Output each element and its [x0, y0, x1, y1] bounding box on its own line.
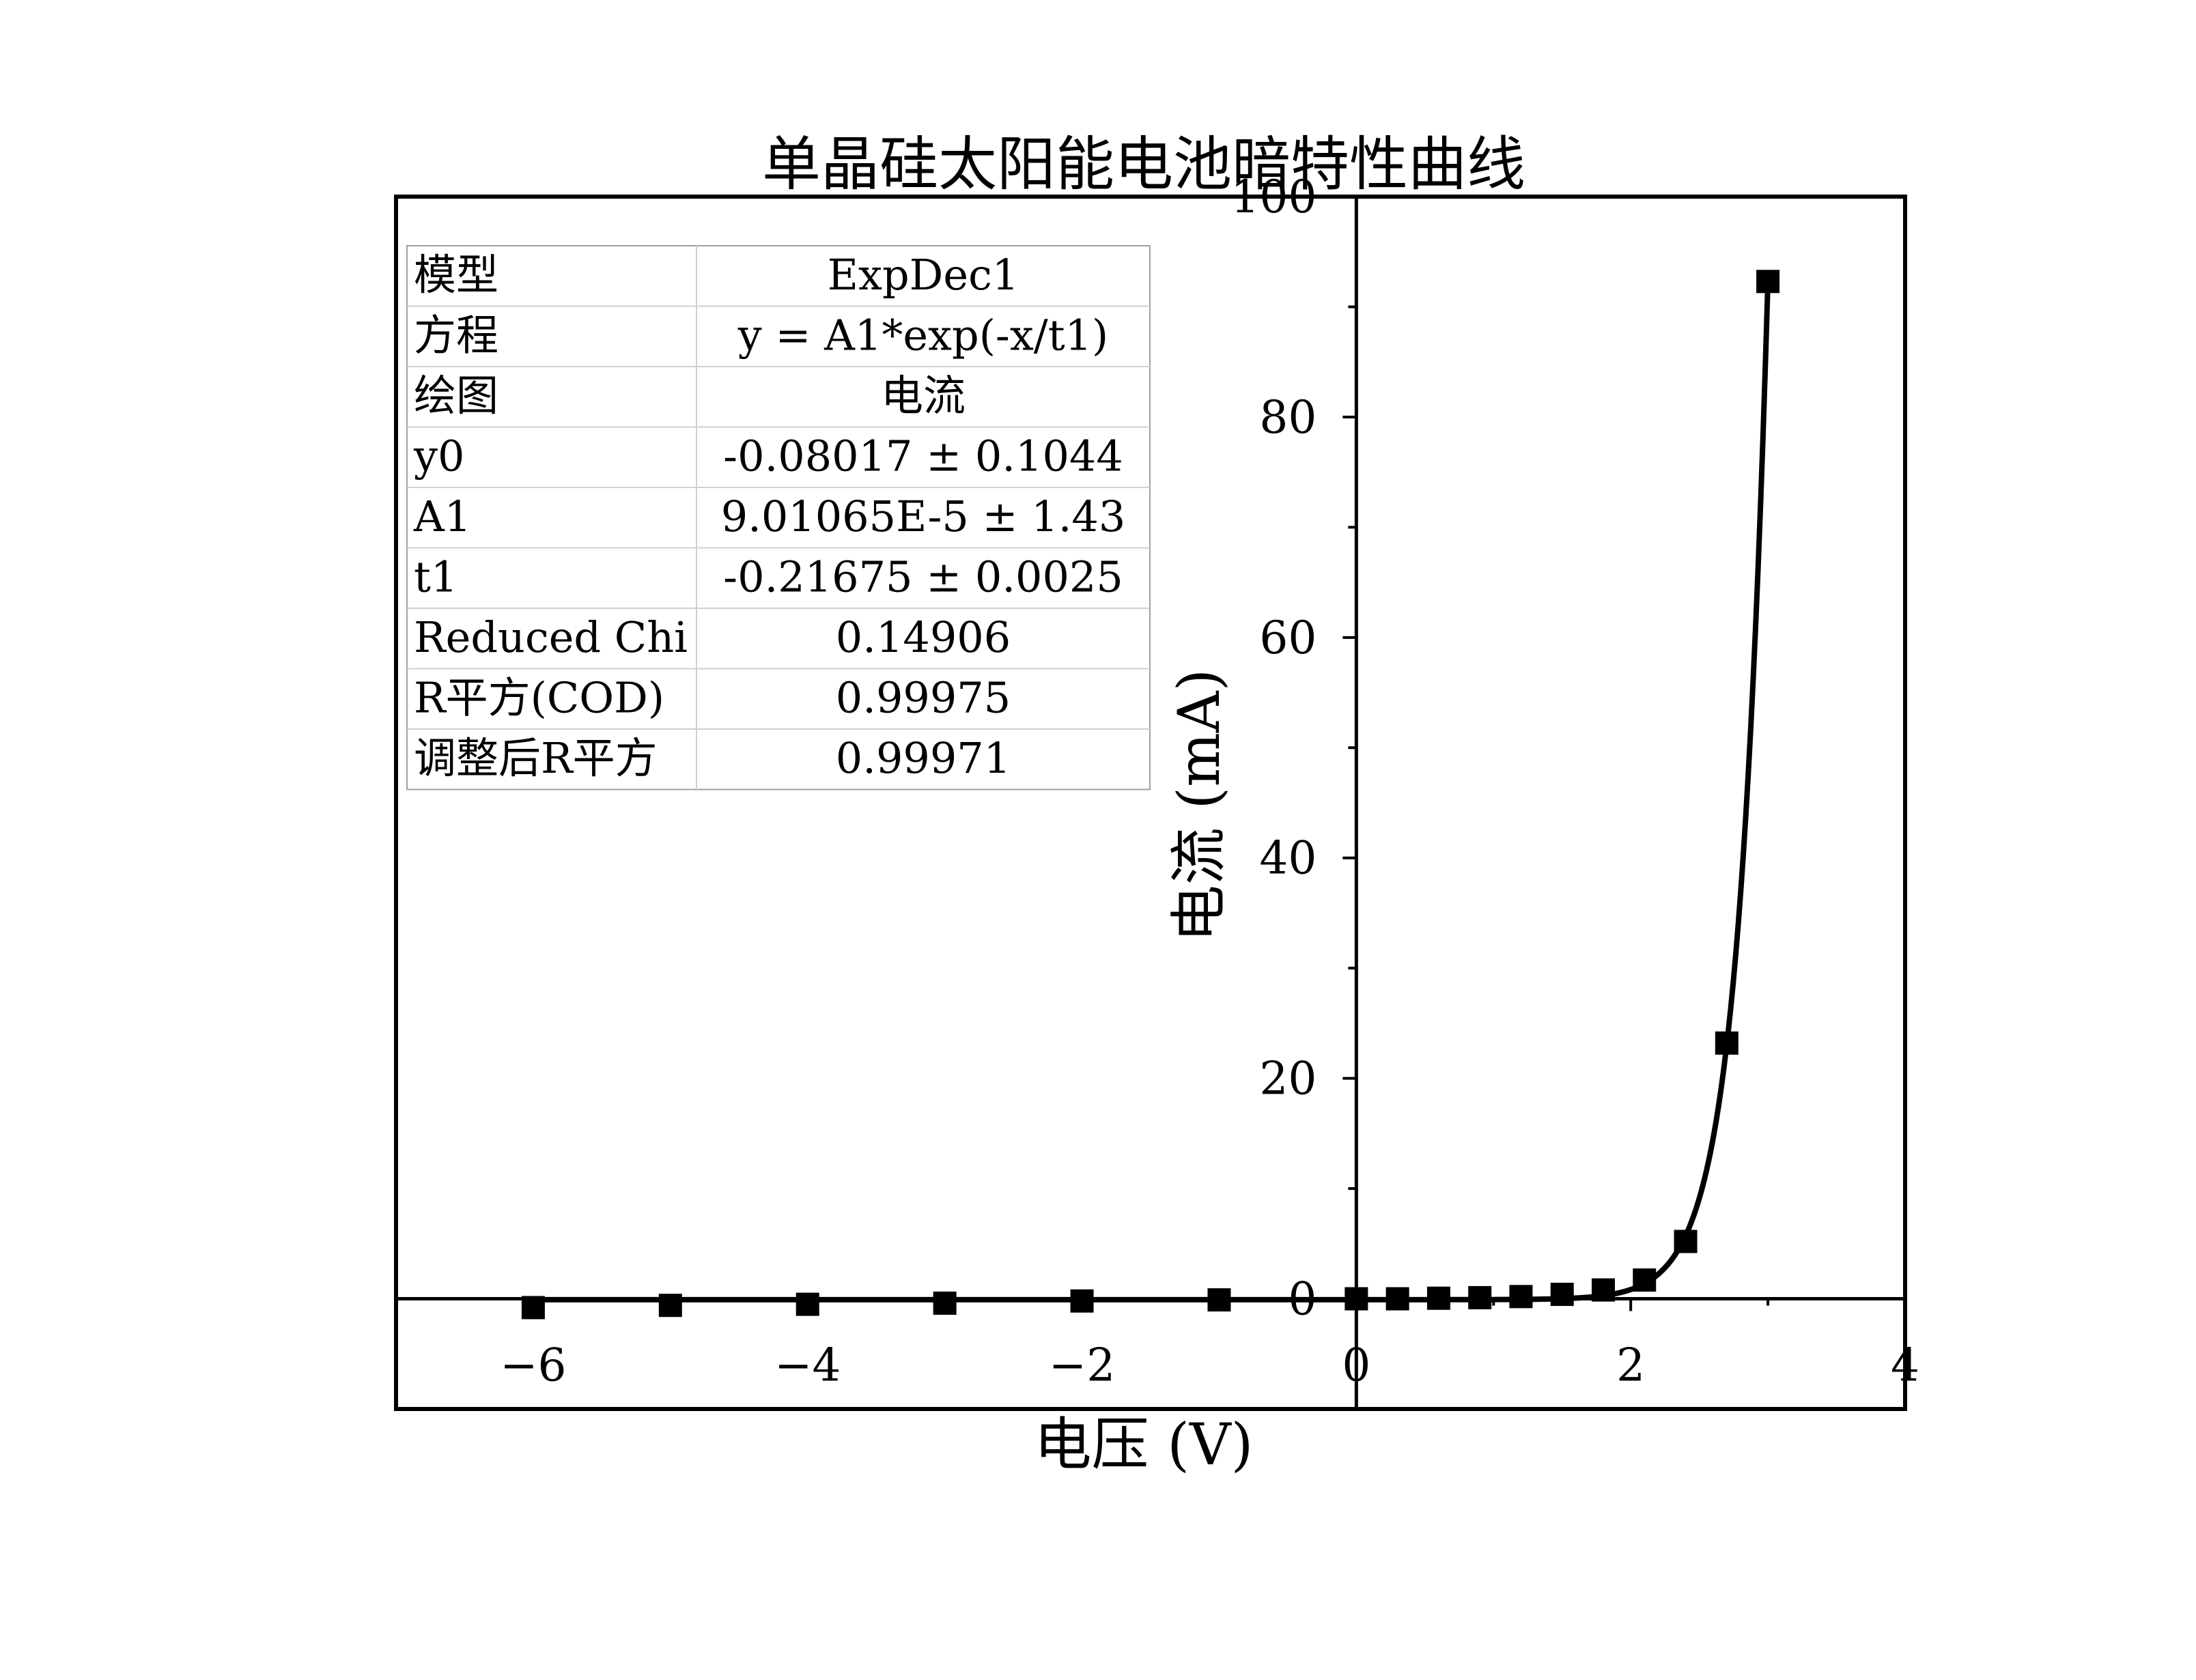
fit-table-frame — [406, 245, 1151, 791]
data-point — [1345, 1287, 1368, 1311]
x-tick-label: 0 — [1342, 1339, 1370, 1392]
chart-title: 单晶硅太阳能电池暗特性曲线 — [762, 130, 1525, 199]
fit-table-value: ExpDec1 — [828, 250, 1019, 300]
data-point — [1633, 1268, 1657, 1292]
data-point — [1756, 270, 1780, 294]
fit-table-key: 模型 — [414, 250, 498, 300]
data-point — [1385, 1287, 1409, 1311]
data-point — [933, 1292, 957, 1315]
data-point — [796, 1292, 819, 1316]
y-tick-label: 80 — [1259, 391, 1317, 444]
data-point — [1468, 1285, 1492, 1309]
x-tick-label: 4 — [1891, 1339, 1919, 1392]
x-tick-label: 2 — [1616, 1339, 1645, 1392]
fit-table-value: y = A1*exp(-x/t1) — [737, 311, 1109, 360]
x-tick-label: −6 — [500, 1339, 566, 1392]
fit-table-key: y0 — [413, 431, 464, 481]
fit-table-value: 0.99975 — [836, 673, 1011, 723]
fit-table-value: 0.14906 — [836, 612, 1011, 662]
x-axis-label: 电压 (V) — [1034, 1411, 1254, 1478]
plot-frame — [394, 195, 1907, 1411]
data-point — [658, 1294, 682, 1318]
data-point — [1674, 1229, 1698, 1253]
data-point — [521, 1296, 545, 1320]
y-tick-label: 100 — [1230, 171, 1317, 223]
data-point — [1550, 1283, 1574, 1307]
data-point — [1207, 1288, 1231, 1312]
fit-table: 模型 ExpDec1 方程 y = A1*exp(-x/t1) 绘图 电流 y0 -0.080… — [406, 245, 1151, 791]
fit-table-value: 0.99971 — [836, 733, 1011, 783]
y-tick-label: 40 — [1259, 832, 1317, 885]
data-point — [1426, 1286, 1450, 1310]
data-points — [521, 270, 1780, 1320]
fit-table-key: A1 — [413, 492, 471, 541]
x-tick-label: −2 — [1049, 1339, 1115, 1392]
fit-table-key: 方程 — [414, 311, 498, 360]
x-tick-label: −4 — [774, 1339, 841, 1392]
fit-table-value: -0.08017 ± 0.1044 — [723, 431, 1123, 481]
fit-table-value: 电流 — [881, 371, 966, 421]
fit-table-key: R平方(COD) — [414, 673, 664, 723]
data-point — [1592, 1278, 1615, 1302]
fit-table-key: t1 — [414, 552, 458, 602]
fit-table-value: 9.01065E-5 ± 1.43 — [721, 492, 1126, 541]
data-point — [1070, 1289, 1094, 1313]
y-tick-label: 20 — [1259, 1053, 1317, 1105]
data-point — [1509, 1285, 1533, 1309]
y-axis-label: 电流 (mA) — [1166, 669, 1233, 943]
y-tick-label: 60 — [1259, 612, 1317, 664]
fit-table-key: Reduced Chi — [414, 612, 688, 662]
fit-table-value: -0.21675 ± 0.0025 — [723, 552, 1123, 602]
fit-table-key: 调整后R平方 — [414, 733, 658, 783]
fit-table-key: 绘图 — [414, 371, 498, 421]
data-point — [1715, 1031, 1738, 1055]
